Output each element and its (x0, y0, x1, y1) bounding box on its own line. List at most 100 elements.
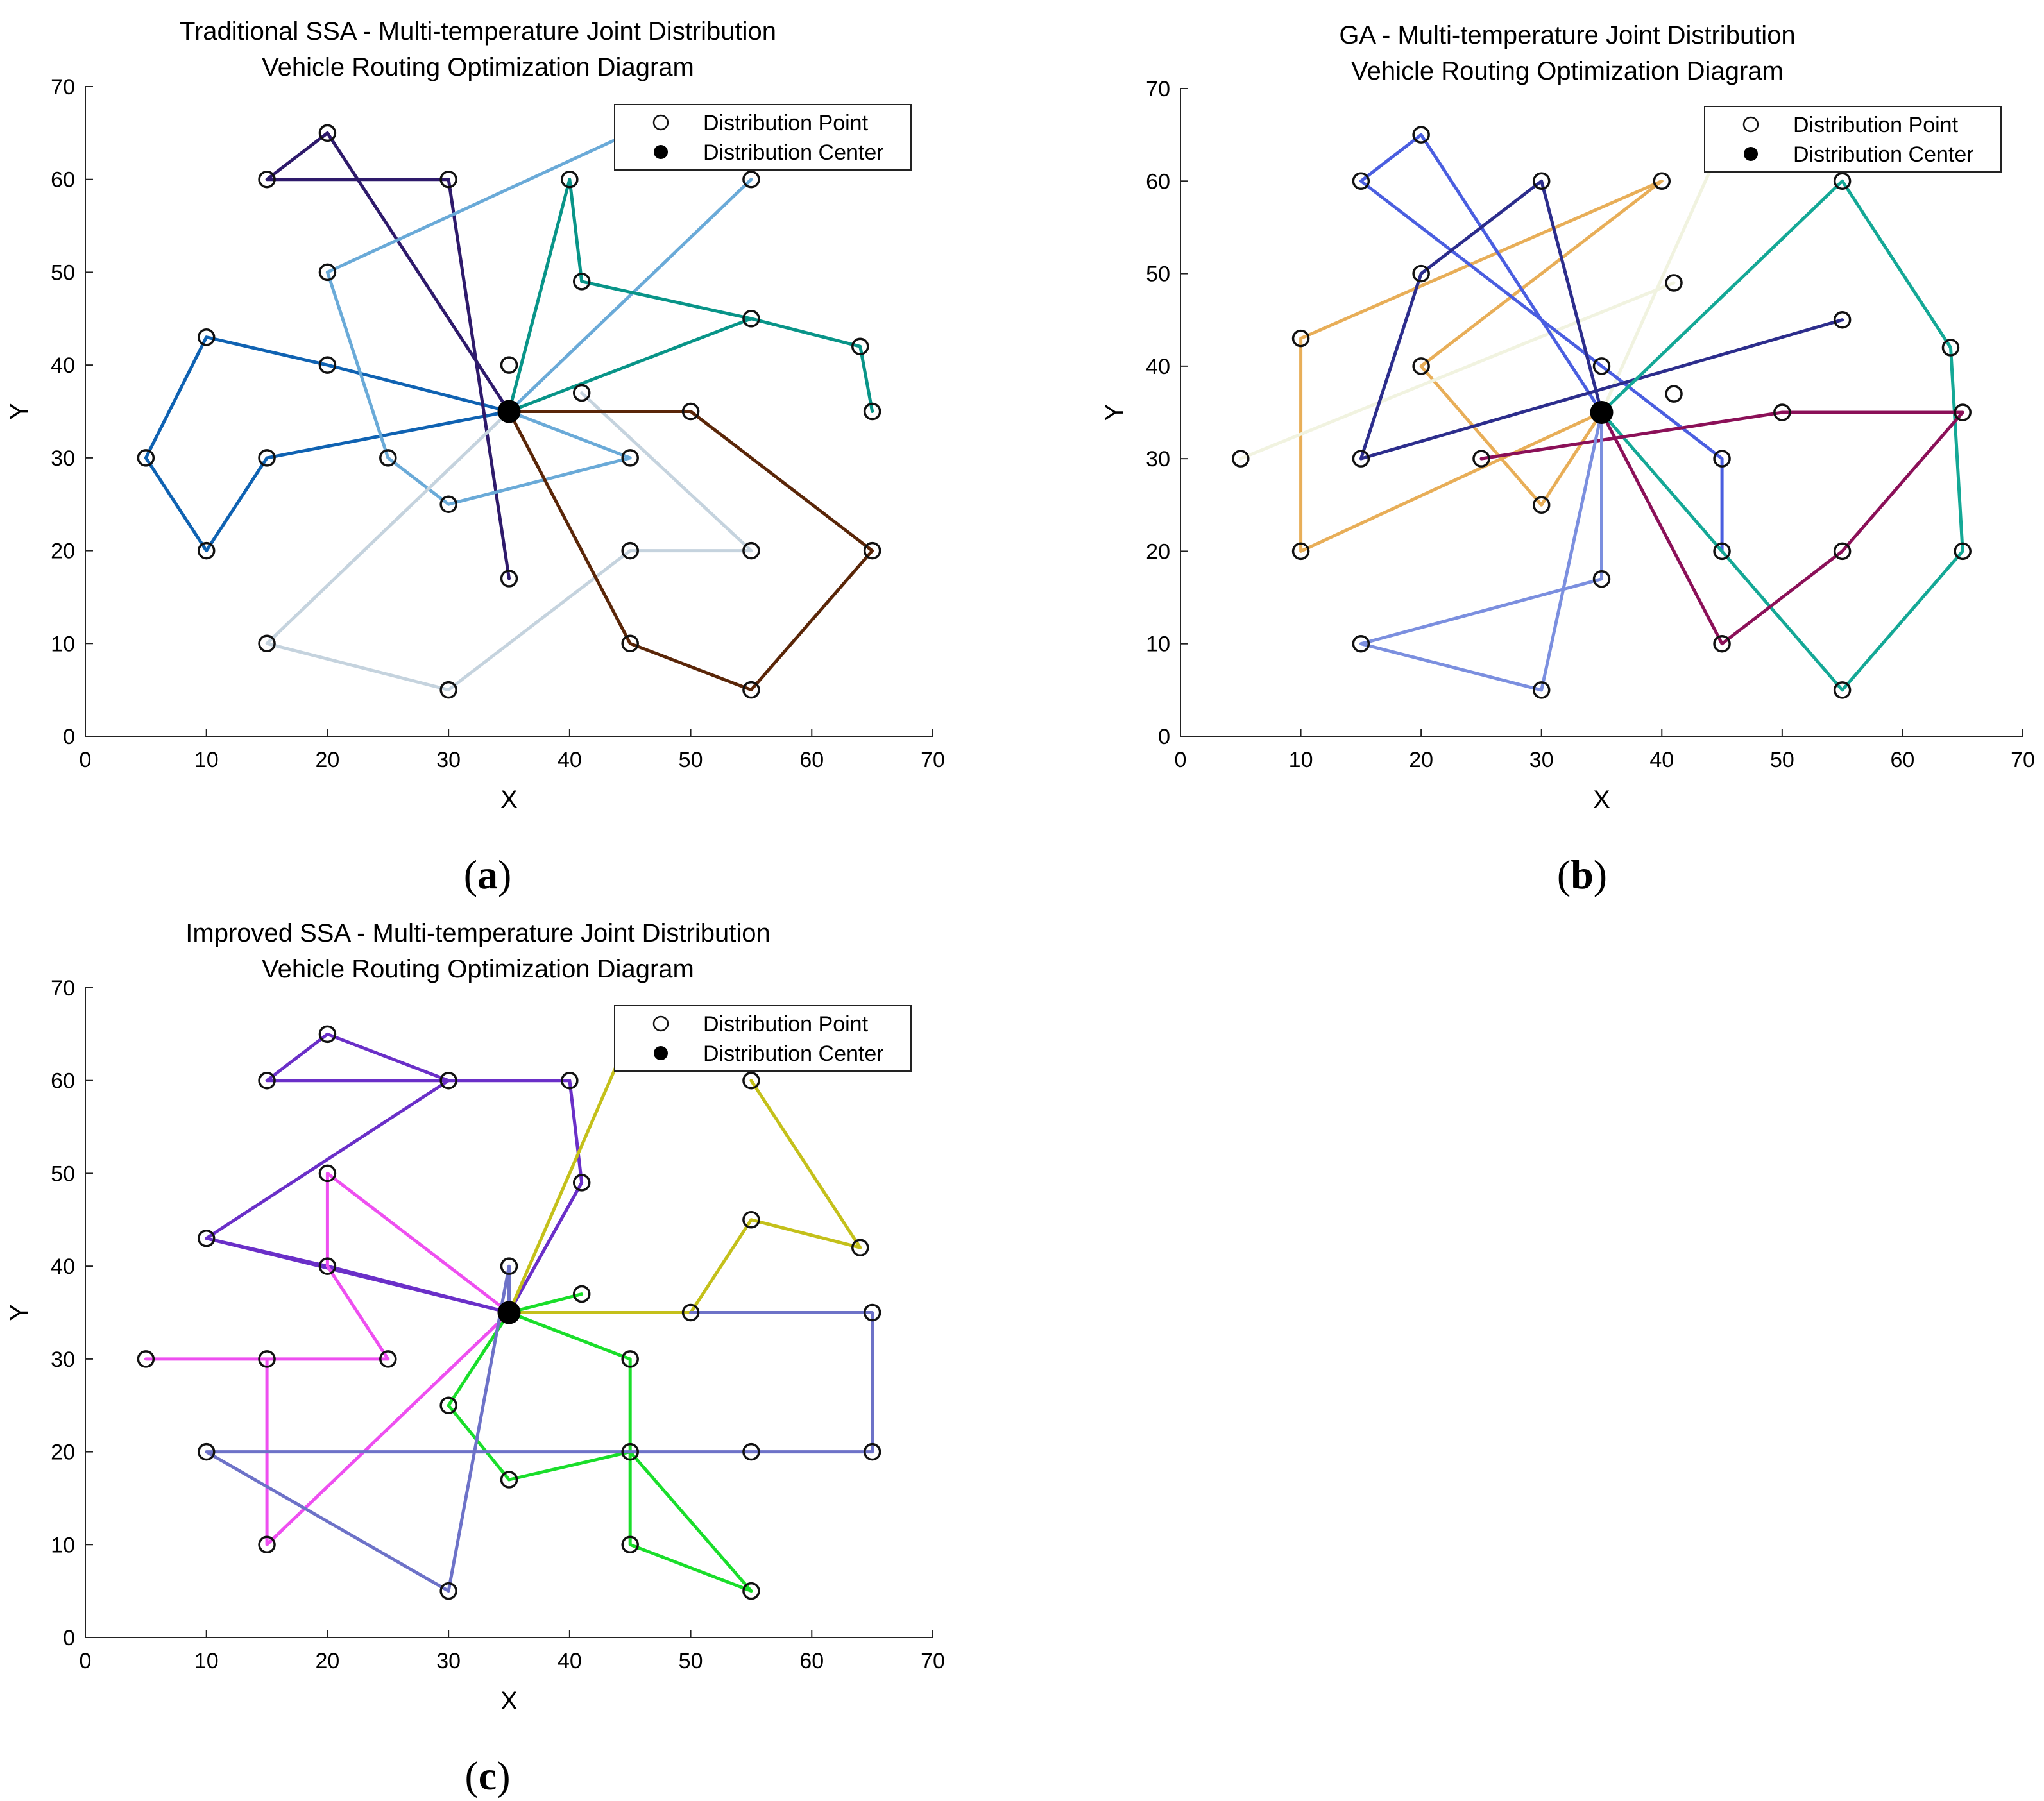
route-line (1299, 179, 1664, 553)
distribution-point-marker (863, 1303, 881, 1322)
distribution-point-marker (500, 1471, 518, 1489)
distribution-point-marker (1532, 172, 1551, 190)
distribution-point-marker (742, 310, 760, 328)
legend-center-marker (1744, 147, 1758, 161)
distribution-point-marker (1291, 329, 1310, 348)
distribution-point-marker (137, 1350, 155, 1368)
distribution-center-marker (497, 400, 521, 423)
distribution-point-marker (1352, 450, 1370, 468)
distribution-point-marker (137, 449, 155, 467)
route-line (1359, 179, 1844, 461)
route-line (205, 1032, 584, 1314)
x-tick-label: 10 (194, 748, 219, 772)
x-tick-label: 30 (436, 1649, 461, 1673)
distribution-point-marker (1773, 403, 1791, 421)
panel-caption-b: (b) (1557, 852, 1607, 897)
y-tick-label: 10 (1146, 632, 1170, 657)
distribution-point-marker (318, 263, 337, 282)
x-tick-label: 70 (2011, 748, 2035, 772)
distribution-point-marker (318, 356, 337, 374)
x-tick-label: 20 (316, 1649, 340, 1673)
x-tick-label: 70 (921, 1649, 945, 1673)
route-line (265, 410, 753, 692)
distribution-point-marker (1291, 542, 1310, 561)
distribution-point-marker (1954, 542, 1972, 561)
distribution-point-marker (1833, 681, 1852, 699)
distribution-point-marker (318, 1257, 337, 1275)
distribution-point-marker (742, 541, 760, 560)
route-line (507, 1060, 620, 1314)
x-tick-label: 20 (1409, 748, 1433, 772)
distribution-point-marker (439, 1396, 457, 1414)
route-line (205, 1237, 511, 1314)
chart-title-line2: Vehicle Routing Optimization Diagram (262, 53, 694, 81)
route-line (507, 178, 874, 413)
distribution-point-marker (621, 449, 639, 467)
x-tick-label: 20 (316, 748, 340, 772)
distribution-point-marker (258, 170, 276, 189)
legend-entry-distribution-center: Distribution Center (703, 140, 884, 165)
distribution-point-marker (1833, 542, 1852, 561)
panel-caption-a: (a) (464, 852, 512, 897)
distribution-point-marker (742, 1211, 760, 1229)
distribution-point-marker (1352, 172, 1370, 190)
distribution-point-marker (1941, 339, 1960, 357)
distribution-point-marker (1472, 450, 1490, 468)
x-tick-label: 30 (1529, 748, 1554, 772)
y-tick-label: 0 (63, 1626, 75, 1650)
distribution-point-marker (1713, 634, 1731, 653)
distribution-point-marker (621, 1535, 639, 1554)
y-tick-label: 0 (1158, 725, 1170, 749)
y-tick-label: 10 (51, 632, 75, 656)
y-tick-label: 60 (51, 1069, 75, 1094)
legend-point-marker (652, 114, 669, 131)
chart-title-line1: GA - Multi-temperature Joint Distributio… (1339, 21, 1795, 49)
distribution-point-marker (742, 1071, 760, 1090)
distribution-point-marker (439, 495, 457, 513)
distribution-point-marker (197, 1229, 216, 1247)
legend-entry-distribution-center: Distribution Center (703, 1042, 884, 1066)
distribution-point-marker (742, 681, 760, 699)
x-axis-label: X (1593, 786, 1610, 814)
distribution-point-marker (851, 337, 869, 355)
distribution-center-marker (497, 1301, 521, 1324)
x-tick-label: 30 (436, 748, 461, 772)
distribution-point-marker (1232, 450, 1250, 468)
y-tick-label: 20 (51, 1441, 75, 1465)
distribution-point-marker (1592, 570, 1611, 588)
x-tick-label: 60 (799, 748, 824, 772)
distribution-point-marker (197, 541, 216, 560)
route-line (507, 410, 874, 692)
y-tick-label: 20 (1146, 539, 1170, 564)
distribution-point-marker (1532, 681, 1551, 699)
distribution-point-marker (439, 1071, 457, 1090)
distribution-point-marker (1412, 357, 1430, 375)
y-tick-label: 10 (51, 1533, 75, 1557)
distribution-center-marker (1590, 401, 1614, 424)
chart-title-line1: Improved SSA - Multi-temperature Joint D… (185, 919, 770, 947)
y-tick-label: 60 (51, 168, 75, 192)
y-tick-label: 50 (51, 1162, 75, 1186)
chart-panel-b: GA - Multi-temperature Joint Distributio… (1100, 21, 2035, 814)
y-axis-label: Y (5, 1304, 33, 1321)
route-line (580, 391, 753, 553)
route-line (205, 1264, 874, 1593)
chart-panel-a: Traditional SSA - Multi-temperature Join… (5, 17, 945, 814)
distribution-point-marker (500, 570, 518, 588)
route-line (1600, 179, 1964, 692)
distribution-point-marker (742, 1582, 760, 1600)
distribution-point-marker (572, 1174, 591, 1192)
distribution-point-marker (1412, 264, 1430, 283)
distribution-point-marker (500, 356, 518, 374)
distribution-point-marker (1713, 450, 1731, 468)
x-tick-label: 10 (1289, 748, 1313, 772)
legend-center-marker (654, 145, 668, 159)
y-tick-label: 30 (1146, 447, 1170, 471)
route-line (507, 1292, 584, 1314)
route-line (1359, 410, 1603, 692)
route-line (507, 1079, 862, 1314)
route-line (144, 1171, 511, 1546)
legend-entry-distribution-point: Distribution Point (703, 1012, 869, 1036)
y-tick-label: 50 (51, 260, 75, 285)
chart-title-line2: Vehicle Routing Optimization Diagram (262, 955, 694, 983)
